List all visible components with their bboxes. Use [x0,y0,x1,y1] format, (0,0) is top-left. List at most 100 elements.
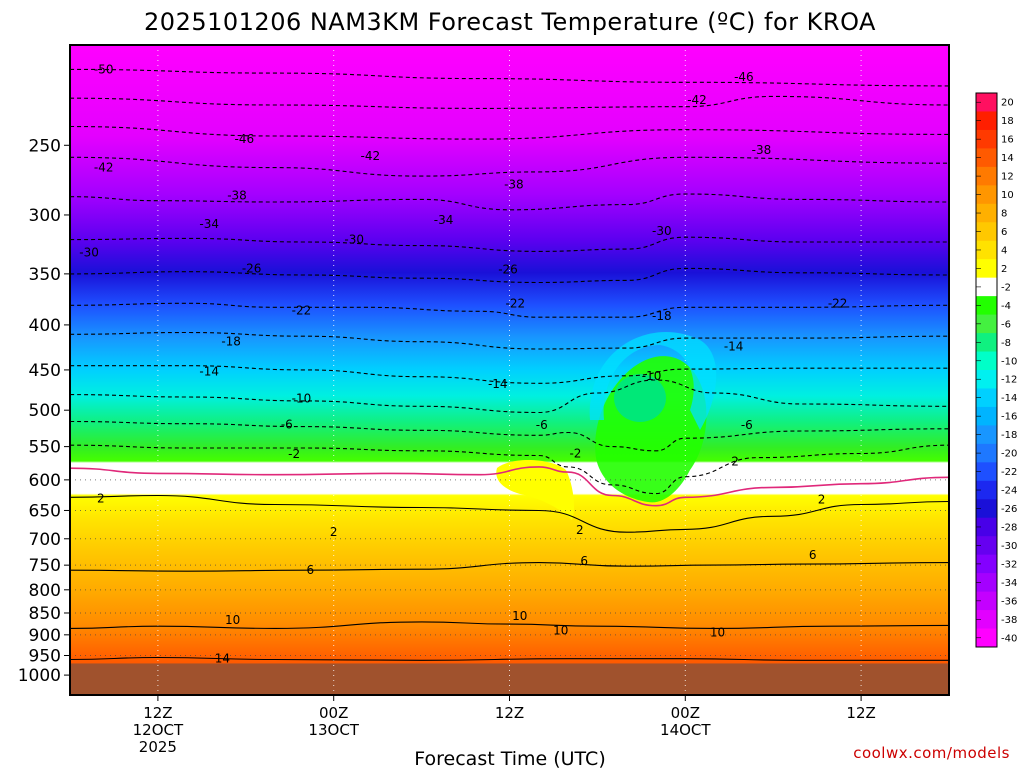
contour-label: 2 [576,523,584,537]
colorbar-label: 6 [1001,227,1007,238]
contour-label: -46 [235,132,255,146]
contour-label: -18 [652,309,672,323]
colorbar-label: 2 [1001,264,1007,275]
contour-line [70,95,949,109]
contour-line [70,156,949,177]
contour-label: -34 [199,217,219,231]
y-tick-label: 600 [29,471,61,491]
colorbar-label: -24 [1001,486,1017,497]
y-tick-label: 850 [29,604,61,624]
contour-line [70,494,949,533]
colorbar-swatch [976,554,997,574]
colorbar-swatch [976,480,997,500]
x-tick-label: 12Z [846,704,875,722]
colorbar-label: -40 [1001,633,1017,644]
colorbar-swatch [976,388,997,408]
contour-line [70,420,949,452]
contour-label: -50 [94,62,114,76]
y-tick-label: 550 [29,438,61,458]
contour-label: -6 [281,417,293,431]
contour-label: -30 [652,224,672,238]
colorbar-swatch [976,314,997,334]
colorbar-label: -32 [1001,559,1017,570]
x-tick-label: 14OCT [660,721,711,739]
contour-label: -18 [221,335,241,349]
contour-line [70,365,949,384]
contour-label: -14 [724,339,744,353]
colorbar-label: 20 [1001,98,1014,109]
contour-label: -22 [292,303,312,317]
colorbar-swatch [976,296,997,316]
x-tick-label: 12OCT [133,721,184,739]
contour-label: -2 [569,446,581,460]
y-tick-label: 1000 [18,666,61,686]
contour-label: 2 [731,455,739,469]
y-tick-label: 350 [29,265,61,285]
contour-label: -26 [242,261,262,275]
y-tick-label: 400 [29,316,61,336]
grid-lines [70,45,949,695]
colorbar-label: -10 [1001,356,1017,367]
contour-label: -46 [734,70,754,84]
contour-label: 2 [330,525,338,539]
y-tick-label: 800 [29,581,61,601]
y-tick-label: 950 [29,646,61,666]
colorbar-label: -26 [1001,504,1017,515]
x-axis-label: Forecast Time (UTC) [414,748,605,768]
contour-label: -6 [536,418,548,432]
contour-label: -10 [292,392,312,406]
colorbar-swatch [976,222,997,242]
contour-line [70,621,949,629]
colorbar-swatch [976,351,997,371]
colorbar-label: -22 [1001,467,1017,478]
colorbar-label: -28 [1001,522,1017,533]
x-tick-label: 2025 [139,738,177,756]
contour-label: -34 [434,213,454,227]
y-tick-label: 250 [29,136,61,156]
colorbar-swatch [976,370,997,389]
contour-label: -38 [504,177,524,191]
contour-label: -30 [79,246,99,260]
colorbar-swatch [976,610,997,630]
contour-label: -42 [687,93,707,107]
colorbar-label: -36 [1001,596,1017,607]
colorbar-label: -4 [1001,301,1011,312]
y-tick-label: 500 [29,401,61,421]
plot-area: -50 -46 -42 -42 -46 -42 -38 -38 -38 -34 -34 -30 -30 -… [70,45,949,695]
contour-label: -6 [741,418,753,432]
ground-terrain [70,663,949,695]
warm-pocket-yellow [496,459,574,520]
colorbar-swatch [976,111,997,131]
colorbar-label: -6 [1001,319,1011,330]
colorbar-swatch [976,406,997,426]
colorbar-swatch [976,628,997,648]
colorbar-swatch [976,240,997,260]
colorbar-swatch [976,185,997,205]
x-tick-label: 00Z [671,704,700,722]
colorbar-label: 14 [1001,153,1014,164]
contour-label: 10 [225,613,240,627]
chart-title: 2025101206 NAM3KM Forecast Temperature (… [144,8,876,36]
colorbar-swatch [976,148,997,168]
colorbar-swatch [976,333,997,353]
colorbar-swatch [976,93,997,112]
contour-label: -2 [288,447,300,461]
colorbar-swatch [976,591,997,611]
colorbar-swatch [976,517,997,537]
colorbar-swatch [976,129,997,149]
contour-line [70,267,949,284]
colorbar-frame [975,92,998,648]
colorbar-label: 18 [1001,116,1014,127]
colorbar-label: -20 [1001,449,1017,460]
contour-label: 10 [710,626,725,640]
contour-label: -22 [828,296,848,310]
colorbar-label: 16 [1001,135,1014,146]
contour-label: 2 [818,493,826,507]
colorbar-swatch [976,462,997,482]
contour-labels: -50 -46 -42 -42 -46 -42 -38 -38 -38 -34 -34 -30 -30 -… [79,62,847,665]
contour-label: 6 [580,554,588,568]
colorbar-swatch [976,203,997,223]
colorbar-swatch [976,277,997,297]
colorbar-swatch [976,536,997,556]
